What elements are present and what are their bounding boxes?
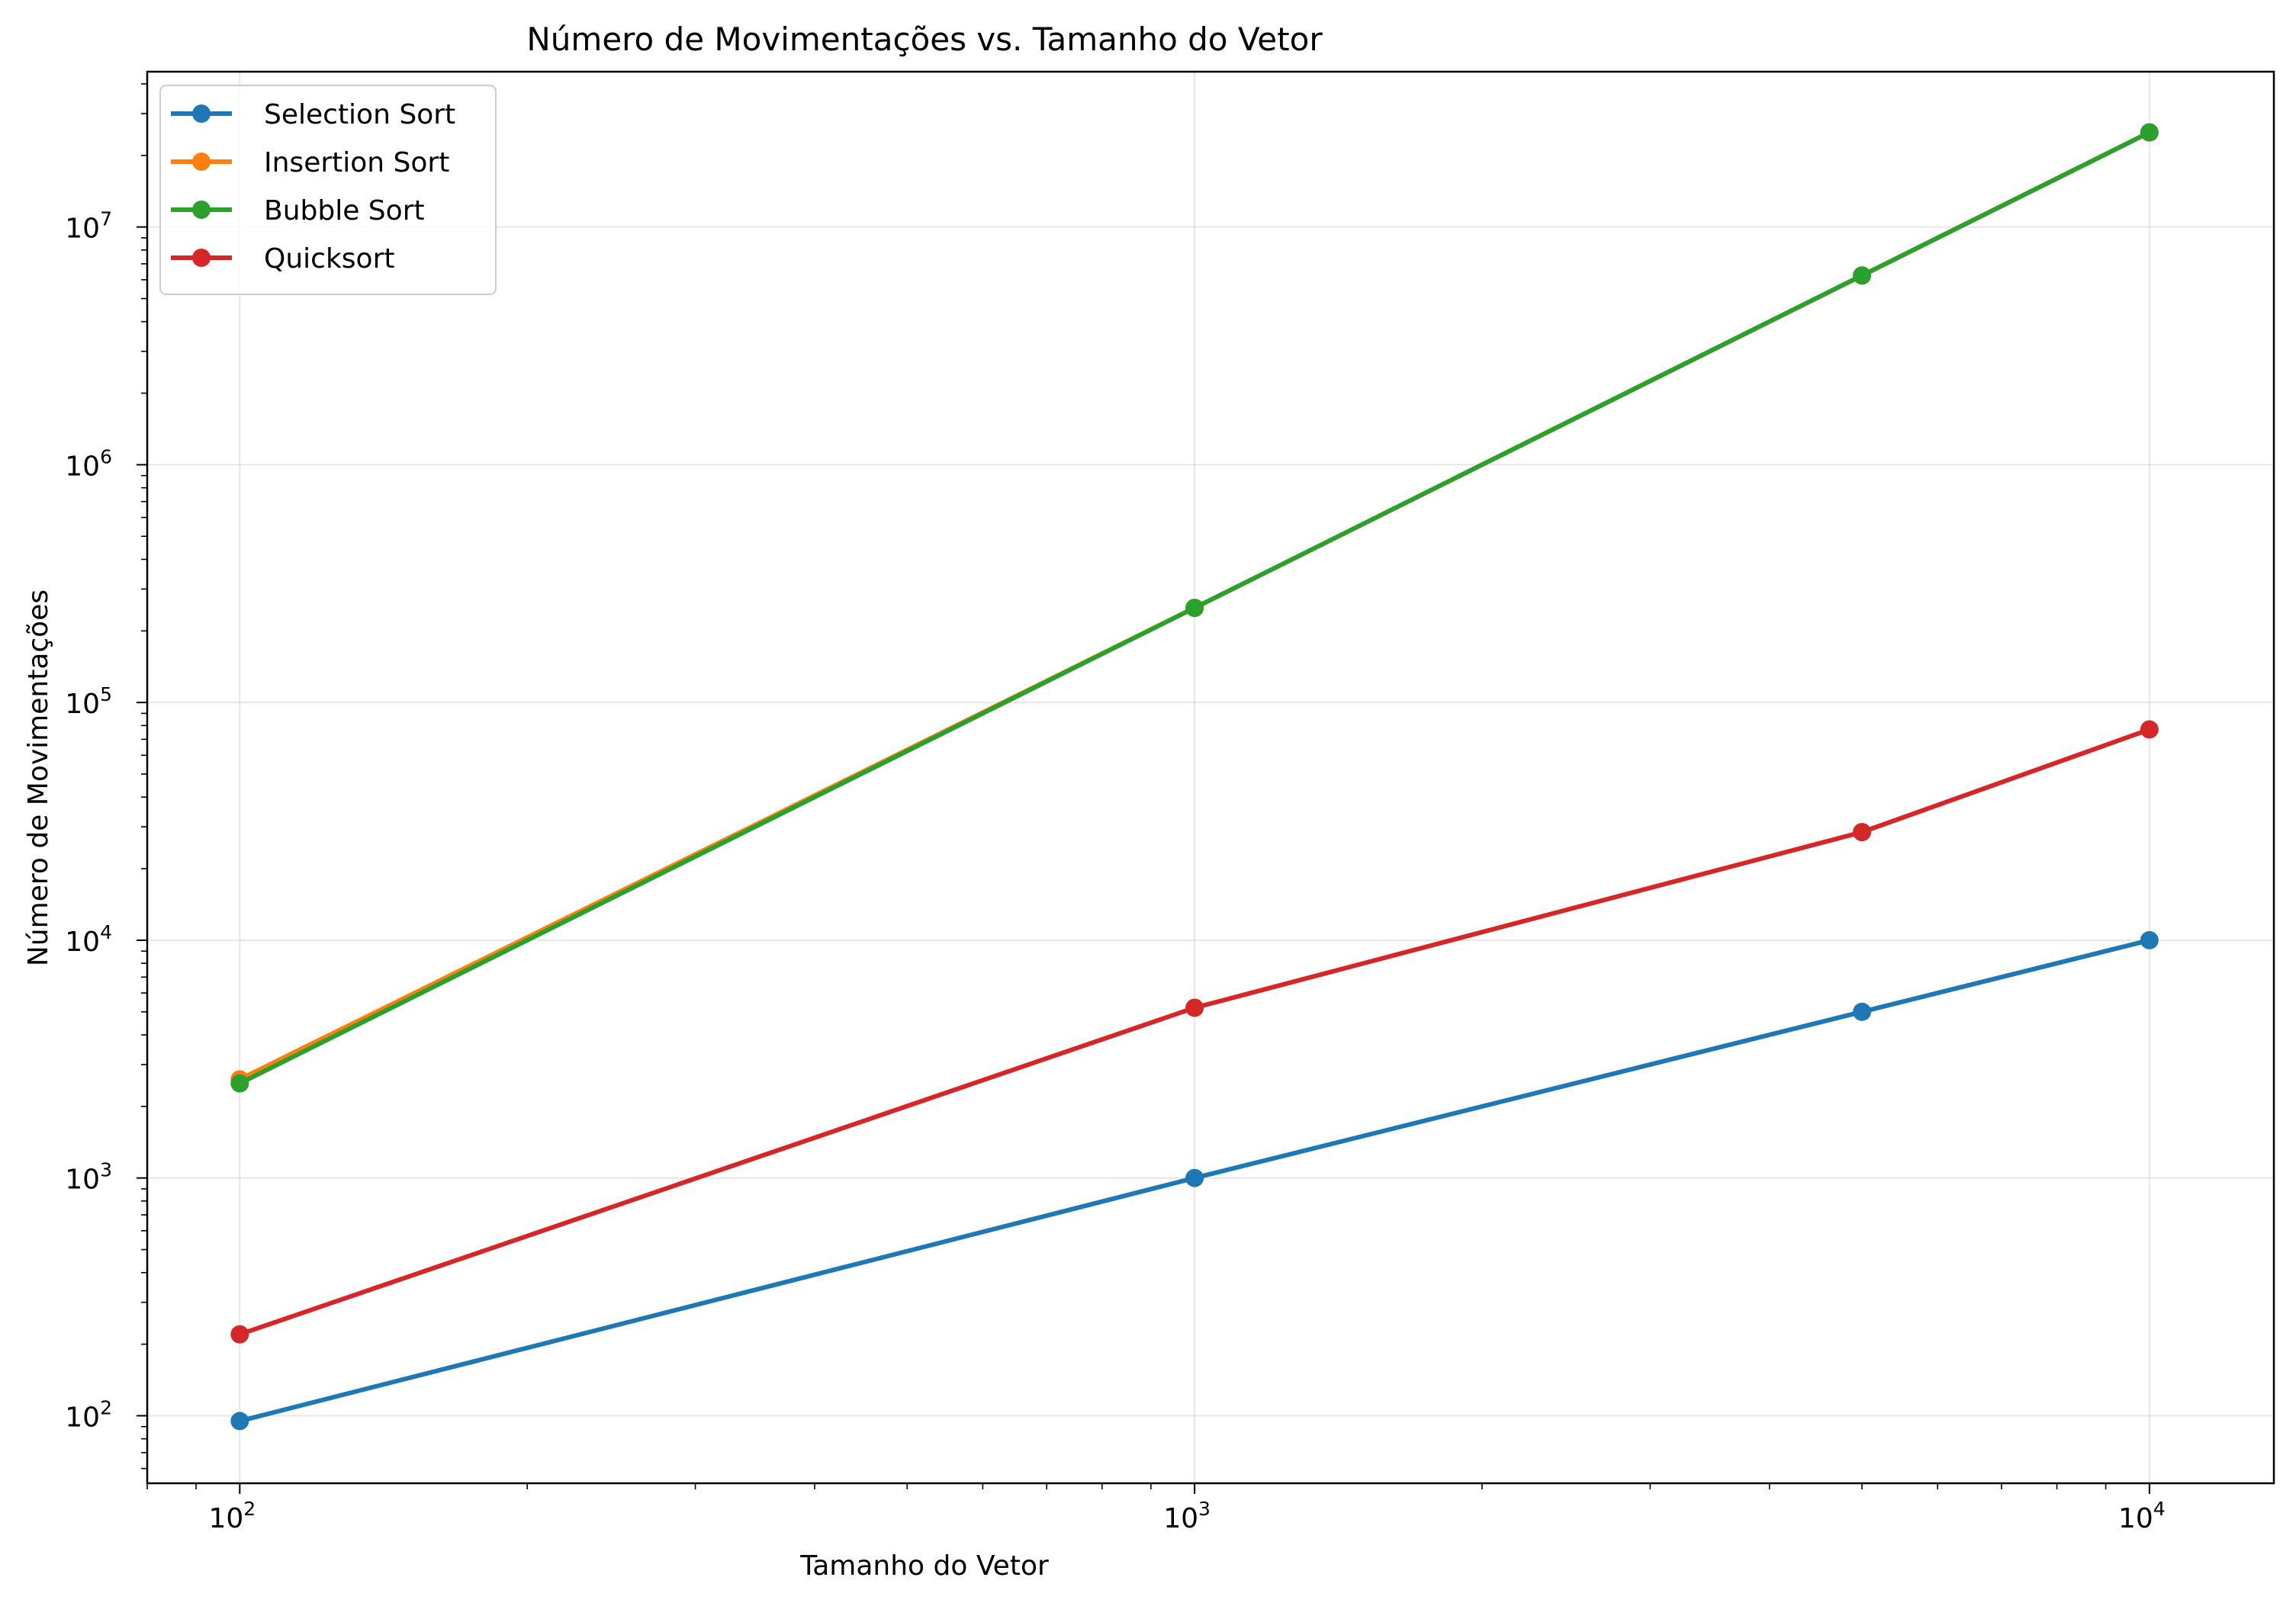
legend-label-selection-sort: Selection Sort [264, 99, 455, 130]
data-point-bubble-sort [230, 1074, 249, 1093]
legend-marker-quicksort [192, 249, 211, 267]
data-point-quicksort [1185, 998, 1204, 1017]
data-point-bubble-sort [2140, 123, 2159, 142]
legend-marker-bubble-sort [192, 201, 211, 219]
series-line-selection-sort [239, 938, 2150, 1424]
data-point-selection-sort [230, 1412, 249, 1431]
y-tick-exponent: 5 [100, 683, 112, 705]
data-point-bubble-sort [1185, 599, 1204, 618]
y-tick-label: 103 [65, 1159, 112, 1196]
data-point-quicksort [230, 1325, 249, 1344]
x-tick-exponent: 4 [2153, 1498, 2166, 1520]
chart-title: Número de Movimentações vs. Tamanho do V… [526, 21, 1323, 58]
legend: Selection Sort Insertion Sort Bubble Sort Q… [159, 85, 497, 295]
x-tick-exponent: 2 [243, 1498, 256, 1520]
data-point-selection-sort [1853, 1002, 1872, 1021]
y-tick-exponent: 3 [100, 1159, 112, 1181]
legend-marker-insertion-sort [192, 153, 211, 171]
y-tick-exponent: 4 [100, 921, 112, 943]
y-tick-exponent: 6 [100, 445, 112, 467]
data-point-bubble-sort [1853, 266, 1872, 285]
series-line-bubble-sort [238, 130, 2151, 1086]
y-tick-label: 107 [65, 208, 112, 245]
grid [147, 72, 2274, 1483]
x-axis-label: Tamanho do Vetor [799, 1550, 1049, 1582]
plot-frame [146, 70, 2275, 1485]
legend-marker-selection-sort [192, 104, 211, 123]
legend-label-quicksort: Quicksort [264, 243, 395, 275]
legend-label-bubble-sort: Bubble Sort [264, 195, 425, 226]
y-tick-exponent: 2 [100, 1396, 112, 1418]
y-tick-label: 105 [65, 683, 112, 720]
y-axis-label: Número de Movimentações [23, 589, 54, 966]
y-tick-label: 106 [65, 445, 112, 482]
series-lines [230, 123, 2159, 1431]
series-line-quicksort [239, 727, 2150, 1337]
legend-box [159, 85, 497, 295]
x-tick-exponent: 3 [1198, 1498, 1211, 1520]
data-point-quicksort [2140, 720, 2159, 739]
data-point-selection-sort [2140, 930, 2159, 949]
legend-label-insertion-sort: Insertion Sort [264, 147, 449, 178]
y-tick-exponent: 7 [100, 208, 112, 230]
data-point-selection-sort [1185, 1168, 1204, 1187]
data-point-quicksort [1853, 823, 1872, 842]
